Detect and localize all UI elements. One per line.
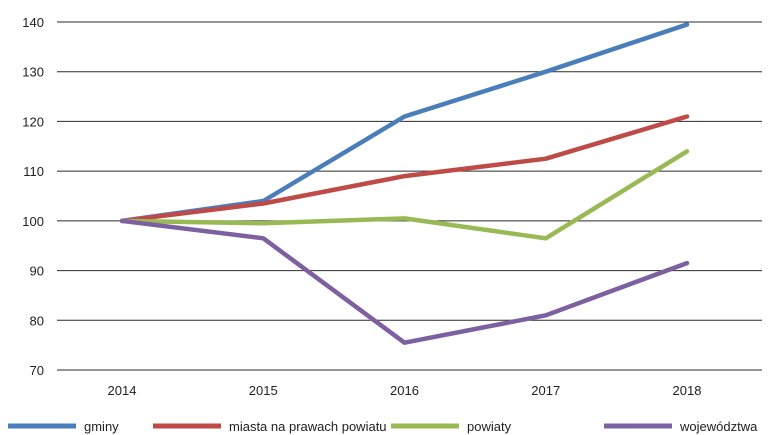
legend: gminy miasta na prawach powiatu powiaty woj… [8, 419, 758, 434]
x-tick-label: 2016 [390, 383, 419, 398]
x-tick-label: 2014 [108, 383, 137, 398]
legend-label: województwa [679, 419, 758, 434]
x-tick-label: 2018 [673, 383, 702, 398]
legend-label: miasta na prawach powiatu [229, 419, 387, 434]
y-tick-label: 110 [23, 164, 44, 179]
x-tick-label: 2015 [249, 383, 278, 398]
gridlines [57, 21, 762, 371]
series-lines [119, 22, 690, 345]
y-tick-label: 140 [22, 15, 44, 30]
y-axis-ticks: 70 80 90 100 110 120 130 140 [22, 15, 44, 378]
y-tick-label: 100 [22, 214, 44, 229]
legend-label: gminy [84, 419, 119, 434]
x-axis-ticks: 2014 2015 2016 2017 2018 [108, 383, 702, 398]
series-line-1 [119, 114, 690, 224]
y-tick-label: 130 [22, 65, 44, 80]
y-tick-label: 70 [30, 363, 44, 378]
y-tick-label: 90 [30, 264, 44, 279]
series-line-2 [119, 149, 690, 241]
y-tick-label: 80 [30, 313, 44, 328]
series-line-0 [119, 22, 690, 224]
series-line-3 [119, 218, 690, 345]
legend-label: powiaty [467, 419, 512, 434]
y-tick-label: 120 [22, 114, 44, 129]
x-tick-label: 2017 [531, 383, 560, 398]
